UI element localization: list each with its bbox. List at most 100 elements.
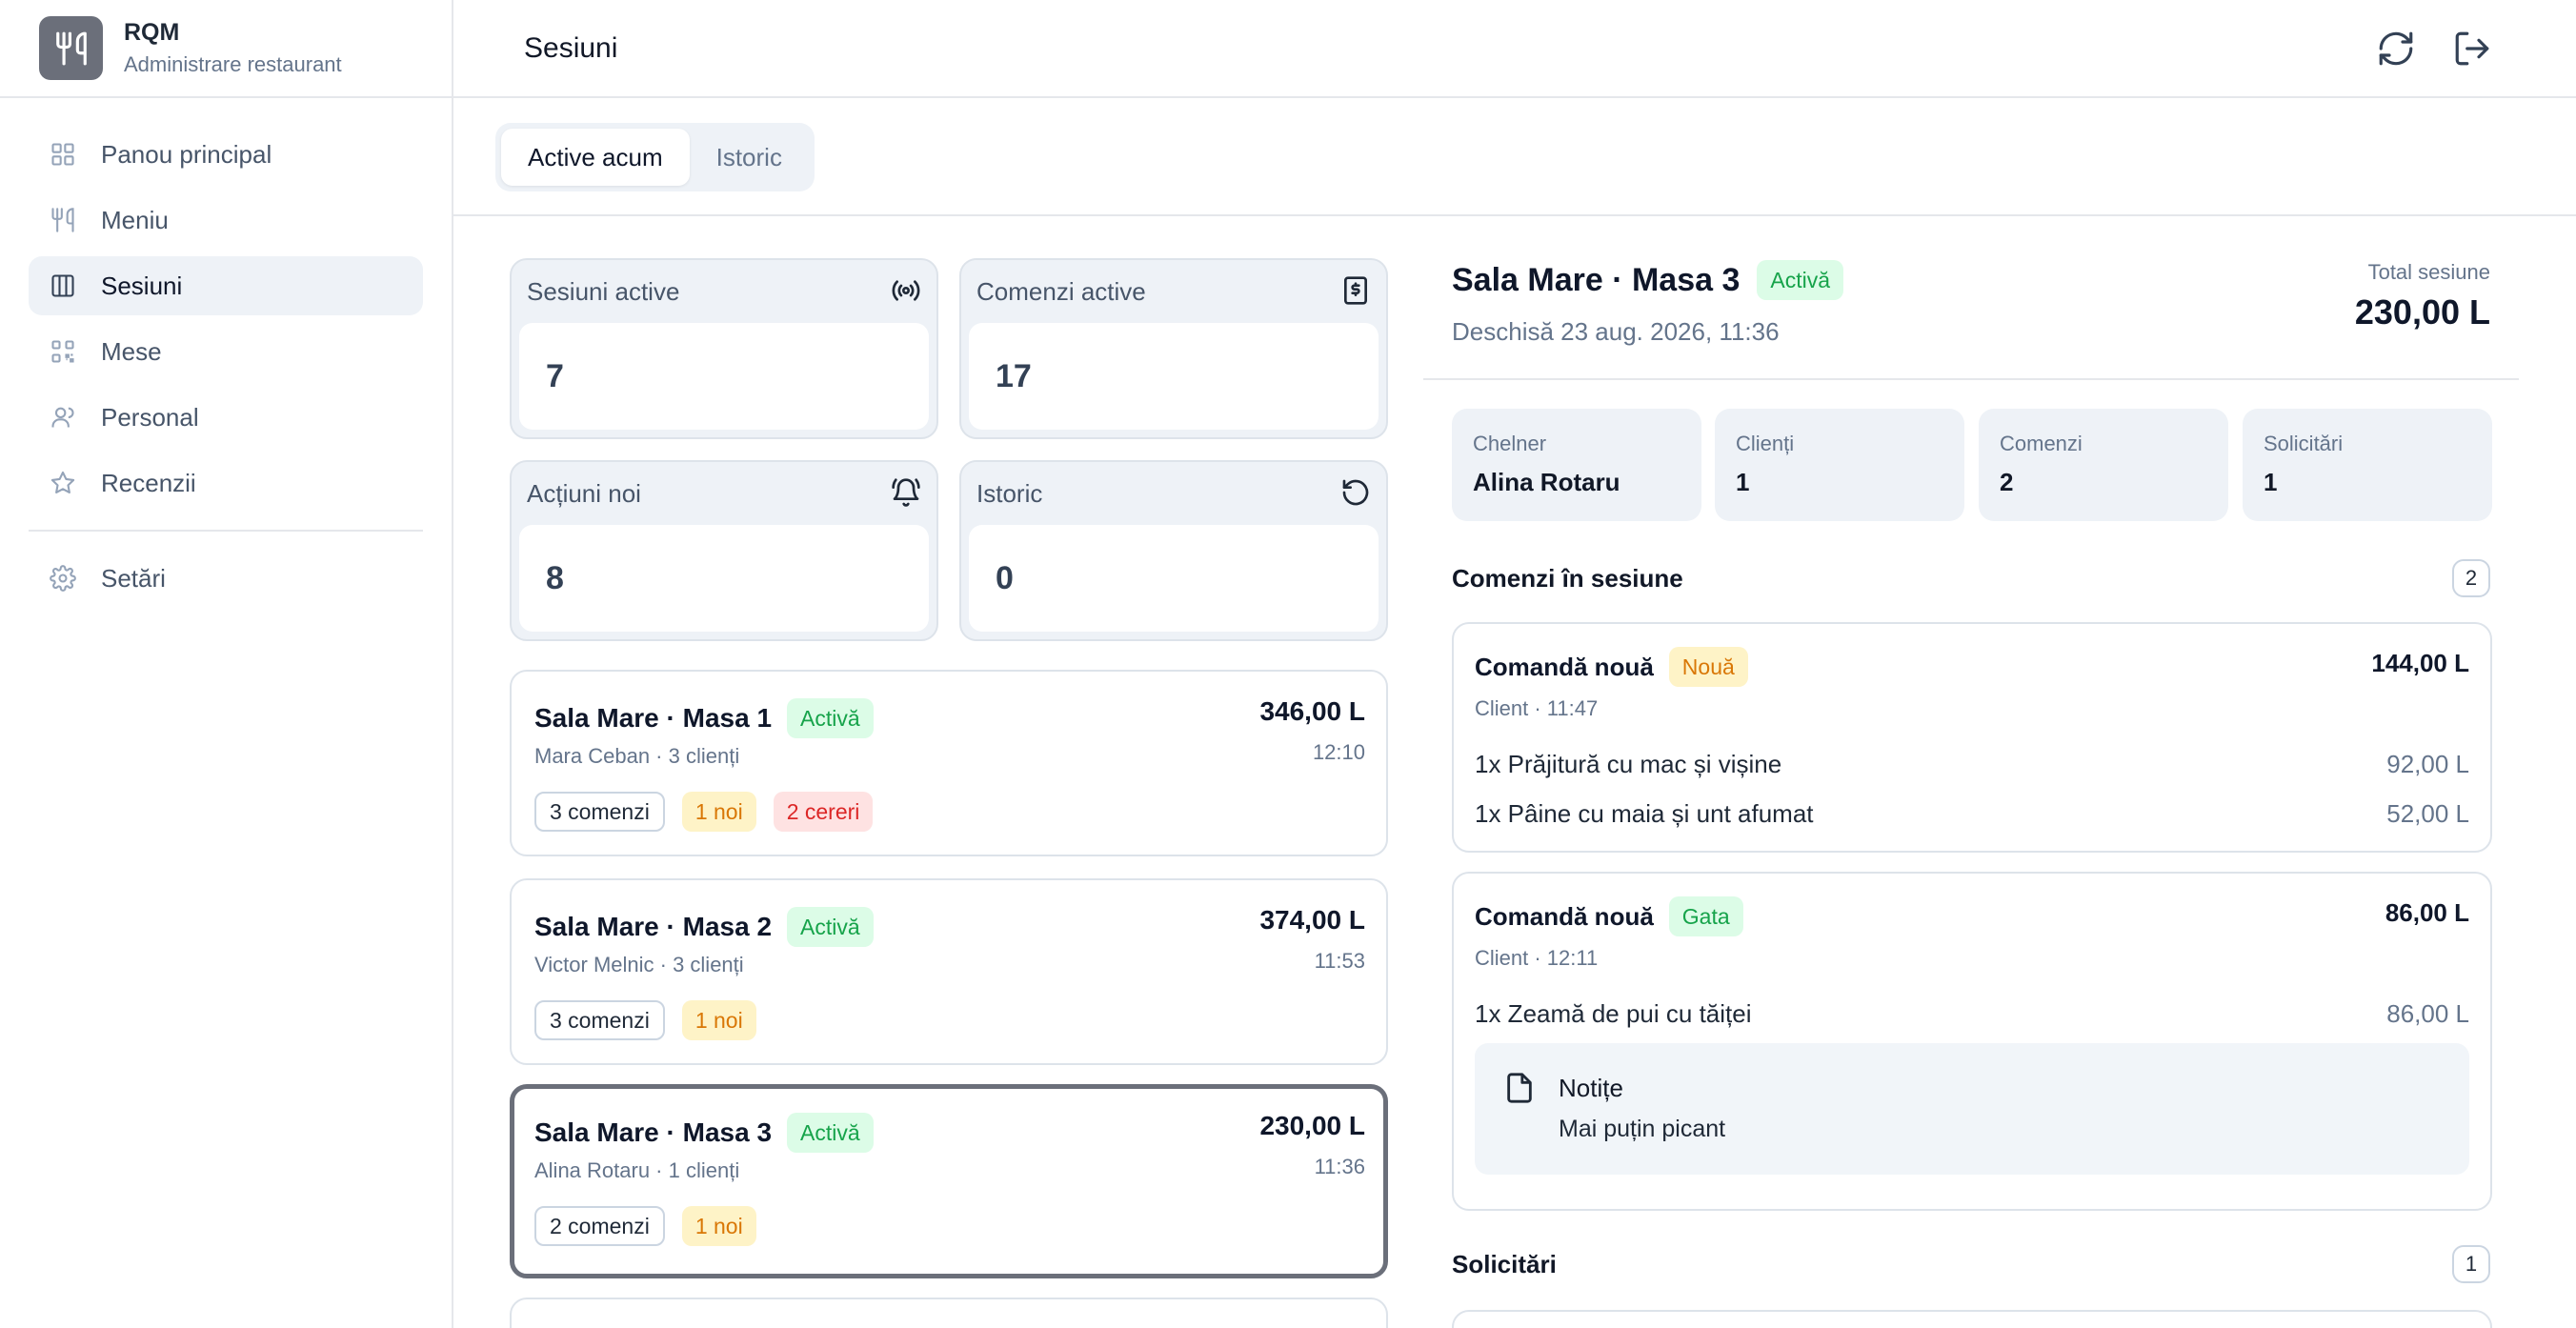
stat-value: 8 [546,559,564,596]
order-line: 1x Zeamă de pui cu tăiței 86,00 L [1475,999,2469,1029]
session-card-masa-2[interactable]: Sala Mare · Masa 2 Activă Victor Melnic … [510,878,1388,1065]
receipt-dollar-icon [1340,275,1371,306]
stat-value: 17 [996,357,1032,394]
brand-title: RQM [124,19,180,46]
info-chelner: Chelner Alina Rotaru [1452,409,1701,521]
session-time: 11:53 [1314,949,1365,973]
total-value: 230,00 L [2354,292,2490,332]
info-label: Solicitări [2264,432,2344,455]
history-icon [1340,477,1371,508]
tab-istoric[interactable]: Istoric [715,142,782,171]
orders-count-badge: 3 comenzi [534,792,665,832]
new-count-badge: 1 noi [681,792,756,832]
new-count-badge: 1 noi [681,1206,756,1246]
sidebar-item-label: Meniu [101,205,169,234]
stat-label: Istoric [976,479,1043,508]
order-card[interactable]: Comandă nouă Nouă 144,00 L Client · 11:4… [1452,622,2492,853]
order-meta: Client · 11:47 [1475,696,1599,720]
session-card-masa-1[interactable]: Sala Mare · Masa 1 Activă Mara Ceban · 3… [510,670,1388,856]
user-icon [50,404,76,431]
order-line-price: 92,00 L [2386,750,2469,778]
refresh-icon[interactable] [2376,29,2416,69]
order-line: 1x Prăjitură cu mac și vișine 92,00 L [1475,750,2469,779]
info-label: Comenzi [2000,432,2083,455]
session-amount: 346,00 L [1259,696,1365,726]
sidebar-item-label: Sesiuni [101,271,183,300]
info-label: Chelner [1473,432,1547,455]
file-icon [1503,1072,1536,1104]
requests-count-pill: 1 [2452,1245,2490,1283]
order-status-badge: Gata [1668,896,1743,936]
session-title: Sala Mare · Masa 2 [534,912,773,941]
sidebar-divider [29,530,423,532]
order-line-item: 1x Zeamă de pui cu tăiței [1475,999,1752,1028]
note-title: Notițe [1559,1074,1623,1102]
session-card-masa-3[interactable]: Sala Mare · Masa 3 Activă Alina Rotaru ·… [510,1084,1388,1278]
broadcast-icon [891,275,921,306]
tab-bar: Active acum Istoric [453,98,2576,216]
sidebar-item-mese[interactable]: Mese [29,322,423,381]
tab-active-acum[interactable]: Active acum [501,129,690,186]
order-card[interactable]: Comandă nouă Gata 86,00 L Client · 12:11… [1452,872,2492,1211]
order-line: 1x Pâine cu maia și unt afumat 52,00 L [1475,799,2469,829]
qr-code-icon [50,338,76,365]
status-badge: Activă [787,907,874,947]
sidebar-item-recenzii[interactable]: Recenzii [29,453,423,513]
request-card[interactable] [1452,1310,2492,1328]
order-title: Comandă nouă [1475,901,1654,931]
star-icon [50,470,76,496]
info-comenzi: Comenzi 2 [1979,409,2228,521]
session-subtitle: Mara Ceban · 3 clienți [534,744,740,768]
sidebar: RQM Administrare restaurant Panou princi… [0,0,453,1328]
sidebar-item-label: Panou principal [101,139,272,169]
session-amount: 230,00 L [1259,1111,1365,1140]
utensils-icon [39,16,103,80]
info-clienti: Clienți 1 [1715,409,1964,521]
brand: RQM Administrare restaurant [0,0,452,98]
requests-section-title: Solicitări [1452,1250,1557,1278]
sidebar-item-panou-principal[interactable]: Panou principal [29,125,423,184]
sidebar-item-sesiuni[interactable]: Sesiuni [29,256,423,315]
divider [1423,378,2519,380]
sidebar-item-personal[interactable]: Personal [29,388,423,447]
topbar: Sesiuni [453,0,2576,98]
sidebar-item-label: Personal [101,402,199,432]
orders-count-pill: 2 [2452,559,2490,597]
info-value: 2 [2000,468,2014,496]
utensils-icon [50,207,76,233]
orders-count-badge: 2 comenzi [534,1206,665,1246]
sidebar-item-meniu[interactable]: Meniu [29,191,423,250]
sidebar-nav: Panou principal Meniu Sesiuni Mese Perso… [0,98,452,608]
order-title: Comandă nouă [1475,652,1654,681]
info-label: Clienți [1736,432,1795,455]
order-meta: Client · 12:11 [1475,946,1599,970]
stat-card-sesiuni-active: Sesiuni active 7 [510,258,938,439]
session-time: 11:36 [1314,1155,1365,1178]
brand-subtitle: Administrare restaurant [124,52,342,76]
session-card-next[interactable] [510,1298,1388,1328]
gear-icon [50,565,76,592]
session-subtitle: Alina Rotaru · 1 clienți [534,1158,740,1182]
sidebar-item-label: Recenzii [101,468,196,497]
logout-icon[interactable] [2452,29,2492,69]
note-text: Mai puțin picant [1559,1116,1726,1142]
orders-section-title: Comenzi în sesiune [1452,564,1683,593]
session-title: Sala Mare · Masa 3 [534,1117,773,1147]
order-line-item: 1x Prăjitură cu mac și vișine [1475,750,1782,778]
detail-title: Sala Mare · Masa 3 [1452,261,1741,298]
stat-label: Acțiuni noi [527,479,641,508]
grid-icon [50,141,76,168]
session-tabs: Active acum Istoric [495,123,815,191]
info-value: Alina Rotaru [1473,468,1620,496]
status-badge: Activă [1757,260,1844,300]
order-amount: 86,00 L [2385,898,2469,927]
order-line-price: 86,00 L [2386,999,2469,1028]
stat-card-comenzi-active: Comenzi active 17 [959,258,1388,439]
stat-label: Comenzi active [976,277,1146,306]
columns-icon [50,272,76,299]
status-badge: Activă [787,1113,874,1153]
sidebar-item-setari[interactable]: Setări [29,549,423,608]
session-title: Sala Mare · Masa 1 [534,703,773,733]
info-value: 1 [2264,468,2278,496]
order-note: Notițe Mai puțin picant [1475,1043,2469,1175]
